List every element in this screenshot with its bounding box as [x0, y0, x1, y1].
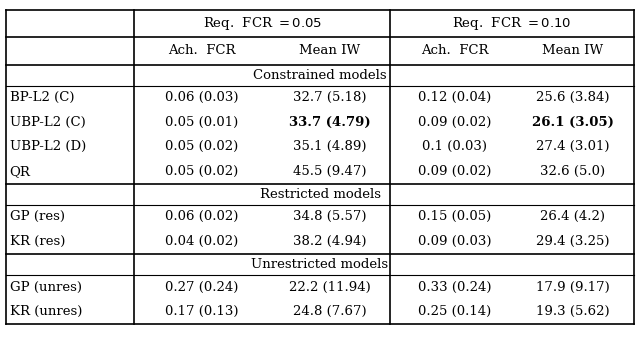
Text: Constrained models: Constrained models	[253, 69, 387, 82]
Text: GP (res): GP (res)	[10, 210, 65, 223]
Text: 27.4 (3.01): 27.4 (3.01)	[536, 140, 609, 153]
Text: 35.1 (4.89): 35.1 (4.89)	[293, 140, 366, 153]
Text: 26.4 (4.2): 26.4 (4.2)	[540, 210, 605, 223]
Text: QR: QR	[10, 165, 31, 178]
Text: 0.09 (0.03): 0.09 (0.03)	[418, 235, 491, 248]
Text: Unrestricted models: Unrestricted models	[252, 258, 388, 271]
Text: 38.2 (4.94): 38.2 (4.94)	[293, 235, 366, 248]
Text: Req.  FCR $= 0.05$: Req. FCR $= 0.05$	[203, 15, 322, 32]
Text: 24.8 (7.67): 24.8 (7.67)	[292, 305, 367, 318]
Text: 0.1 (0.03): 0.1 (0.03)	[422, 140, 487, 153]
Text: Restricted models: Restricted models	[259, 188, 381, 201]
Text: 0.27 (0.24): 0.27 (0.24)	[165, 280, 238, 293]
Text: 0.09 (0.02): 0.09 (0.02)	[418, 165, 491, 178]
Text: 32.6 (5.0): 32.6 (5.0)	[540, 165, 605, 178]
Text: Req.  FCR $= 0.10$: Req. FCR $= 0.10$	[452, 15, 572, 32]
Text: 0.25 (0.14): 0.25 (0.14)	[418, 305, 491, 318]
Text: UBP-L2 (C): UBP-L2 (C)	[10, 116, 85, 129]
Text: 25.6 (3.84): 25.6 (3.84)	[536, 91, 609, 104]
Text: BP-L2 (C): BP-L2 (C)	[10, 91, 74, 104]
Text: 45.5 (9.47): 45.5 (9.47)	[293, 165, 366, 178]
Text: 0.05 (0.02): 0.05 (0.02)	[165, 165, 238, 178]
Text: Ach.  FCR: Ach. FCR	[168, 45, 236, 57]
Text: Mean IW: Mean IW	[299, 45, 360, 57]
Text: UBP-L2 (D): UBP-L2 (D)	[10, 140, 86, 153]
Text: 0.06 (0.03): 0.06 (0.03)	[165, 91, 238, 104]
Text: 0.05 (0.02): 0.05 (0.02)	[165, 140, 238, 153]
Text: Ach.  FCR: Ach. FCR	[420, 45, 488, 57]
Text: 0.05 (0.01): 0.05 (0.01)	[165, 116, 238, 129]
Text: 0.04 (0.02): 0.04 (0.02)	[165, 235, 238, 248]
Text: 29.4 (3.25): 29.4 (3.25)	[536, 235, 609, 248]
Text: 26.1 (3.05): 26.1 (3.05)	[532, 116, 614, 129]
Text: 0.15 (0.05): 0.15 (0.05)	[418, 210, 491, 223]
Text: 0.17 (0.13): 0.17 (0.13)	[165, 305, 238, 318]
Text: 19.3 (5.62): 19.3 (5.62)	[536, 305, 610, 318]
Text: 0.09 (0.02): 0.09 (0.02)	[418, 116, 491, 129]
Text: 0.33 (0.24): 0.33 (0.24)	[418, 280, 491, 293]
Text: 32.7 (5.18): 32.7 (5.18)	[293, 91, 366, 104]
Text: 22.2 (11.94): 22.2 (11.94)	[289, 280, 371, 293]
Text: 0.12 (0.04): 0.12 (0.04)	[418, 91, 491, 104]
Text: GP (unres): GP (unres)	[10, 280, 82, 293]
Text: 33.7 (4.79): 33.7 (4.79)	[289, 116, 371, 129]
Text: 34.8 (5.57): 34.8 (5.57)	[293, 210, 366, 223]
Text: 17.9 (9.17): 17.9 (9.17)	[536, 280, 610, 293]
Text: Mean IW: Mean IW	[542, 45, 604, 57]
Text: KR (unres): KR (unres)	[10, 305, 82, 318]
Text: 0.06 (0.02): 0.06 (0.02)	[165, 210, 238, 223]
Text: KR (res): KR (res)	[10, 235, 65, 248]
